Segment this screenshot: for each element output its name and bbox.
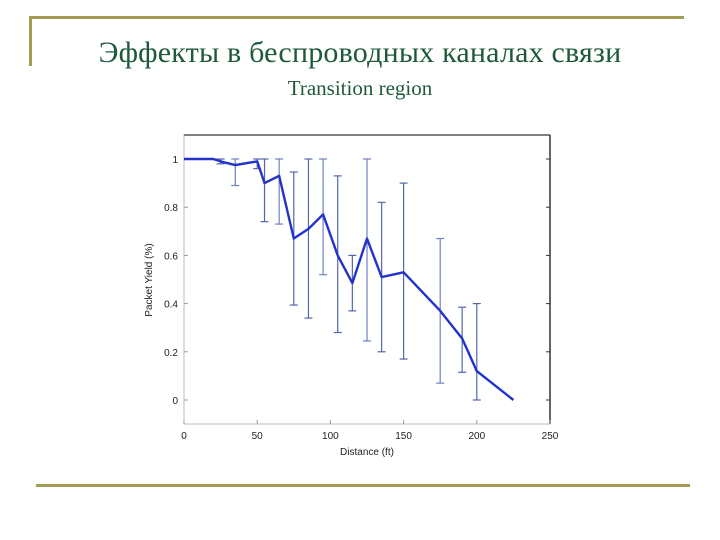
slide-title: Эффекты в беспроводных каналах связи: [98, 36, 622, 69]
x-tick-label: 0: [181, 431, 187, 442]
y-axis-label: Packet Yield (%): [144, 243, 155, 316]
y-tick-label: 0.4: [164, 300, 178, 311]
x-axis-label: Distance (ft): [340, 447, 394, 458]
error-bars: [216, 158, 481, 401]
bottom-rule: [36, 484, 690, 487]
plot-frame: [183, 134, 551, 425]
y-tick-label: 0.2: [164, 348, 178, 359]
x-tick-label: 150: [395, 431, 412, 442]
x-tick-label: 100: [322, 431, 339, 442]
y-tick-label: 0.8: [164, 203, 178, 214]
x-tick-label: 50: [252, 431, 264, 442]
slide-subtitle: Transition region: [287, 76, 433, 100]
left-rule: [29, 16, 32, 66]
top-rule: [30, 16, 684, 19]
y-tick-label: 1: [172, 155, 178, 166]
data-line: [184, 157, 515, 401]
y-tick-label: 0: [172, 396, 178, 407]
x-tick-label: 250: [542, 431, 559, 442]
axis-ticks: 0 50 100 150 200 250 0 0.2 0.4 0.6 0.8 1: [164, 155, 559, 442]
y-tick-label: 0.6: [164, 251, 178, 262]
x-tick-label: 200: [468, 431, 485, 442]
